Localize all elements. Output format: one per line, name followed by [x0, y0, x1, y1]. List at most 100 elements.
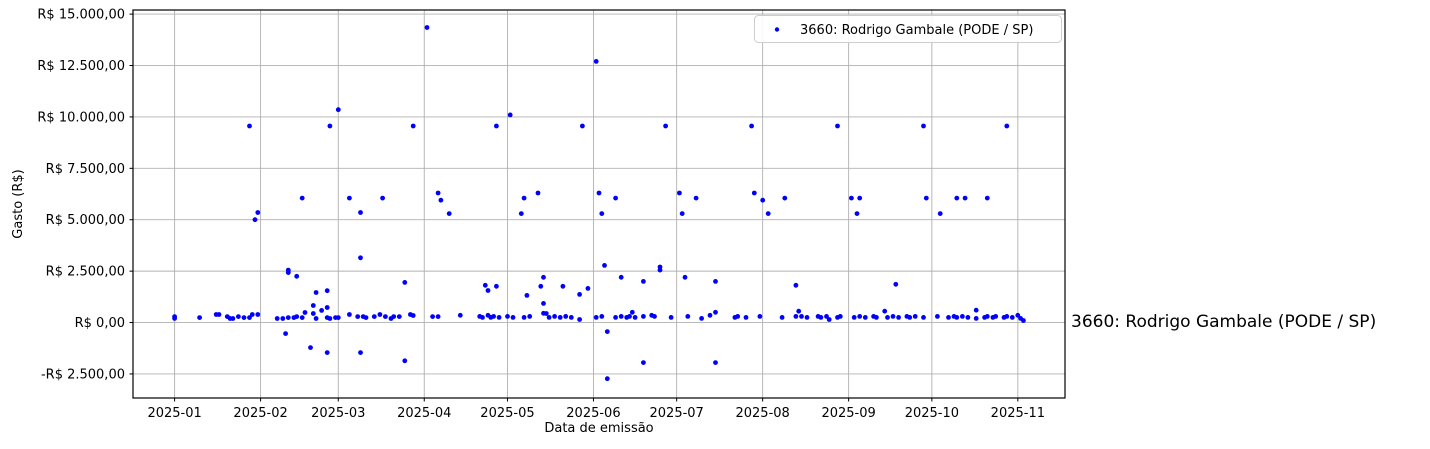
data-point — [973, 316, 979, 321]
x-tick-label: 2025-02 — [233, 406, 287, 421]
data-point — [541, 310, 546, 316]
data-point — [973, 307, 979, 313]
data-point — [890, 314, 896, 319]
data-point — [430, 314, 435, 319]
data-point — [358, 350, 363, 355]
data-point — [685, 314, 691, 319]
data-point — [172, 316, 178, 321]
data-point — [629, 309, 635, 315]
data-point — [857, 195, 863, 201]
data-point — [435, 190, 441, 196]
data-point — [546, 315, 552, 320]
data-point — [494, 283, 499, 289]
data-point — [804, 315, 810, 320]
data-point — [713, 309, 718, 315]
y-tick-label: R$ 0,00 — [75, 316, 125, 331]
y-tick-label: R$ 12.500,00 — [37, 59, 125, 74]
x-tick-label: 2025-10 — [905, 406, 959, 421]
y-axis-label: Gasto (R$) — [11, 169, 26, 238]
y-tick-label: R$ 15.000,00 — [37, 8, 125, 23]
data-point — [299, 195, 305, 201]
data-point — [552, 314, 557, 319]
y-tick-label: R$ 10.000,00 — [37, 110, 125, 125]
data-point — [699, 316, 704, 321]
data-point — [693, 195, 699, 201]
data-point — [383, 314, 388, 319]
data-point — [510, 315, 516, 320]
data-point — [230, 316, 236, 321]
data-point — [377, 312, 383, 317]
data-point — [535, 190, 541, 196]
data-point — [796, 308, 802, 314]
x-tick-label: 2025-06 — [566, 406, 620, 421]
data-point — [596, 190, 602, 196]
data-point — [494, 123, 499, 129]
data-point — [885, 315, 890, 320]
data-point — [402, 358, 408, 364]
x-tick-label: 2025-03 — [311, 406, 365, 421]
data-point — [1004, 123, 1010, 129]
data-point — [965, 315, 971, 320]
data-point — [507, 112, 513, 118]
data-point — [921, 315, 926, 320]
data-point — [438, 197, 444, 203]
data-point — [324, 288, 330, 294]
data-point — [274, 316, 280, 321]
data-point — [563, 314, 569, 319]
data-point — [993, 314, 999, 319]
data-point — [677, 190, 682, 196]
data-point — [580, 123, 585, 129]
data-point — [313, 290, 319, 295]
data-point — [984, 314, 990, 319]
data-point — [410, 123, 416, 129]
data-point — [593, 59, 599, 64]
x-tick-label: 2025-11 — [991, 406, 1045, 421]
data-point — [782, 195, 788, 201]
data-point — [216, 312, 222, 317]
data-point — [310, 311, 316, 316]
data-point — [310, 303, 316, 308]
data-point — [402, 280, 408, 285]
data-point — [641, 279, 646, 284]
data-point — [937, 211, 943, 217]
data-point — [480, 315, 485, 320]
legend-marker-dot — [774, 27, 780, 32]
data-point — [435, 314, 441, 319]
data-point — [482, 282, 488, 288]
legend-label: 3660: Rodrigo Gambale (PODE / SP) — [800, 23, 1033, 38]
data-point — [618, 314, 624, 319]
data-point — [283, 331, 288, 336]
data-point — [851, 315, 857, 320]
data-point — [294, 273, 300, 279]
data-point — [247, 315, 252, 320]
plot-border — [132, 9, 1066, 399]
data-point — [313, 316, 319, 321]
data-point — [893, 281, 899, 287]
data-point — [849, 195, 854, 201]
data-point — [679, 211, 685, 217]
data-point — [862, 315, 868, 320]
data-point — [779, 315, 785, 320]
data-point — [912, 314, 918, 319]
data-point — [391, 314, 397, 319]
data-point — [327, 316, 333, 321]
data-point — [954, 315, 960, 320]
data-point — [324, 305, 330, 310]
data-point — [707, 312, 713, 318]
data-point — [358, 255, 363, 261]
data-point — [347, 195, 352, 201]
data-point — [347, 312, 352, 317]
legend: 3660: Rodrigo Gambale (PODE / SP) — [754, 15, 1062, 43]
data-point — [599, 314, 605, 319]
data-point — [984, 195, 990, 201]
series-annotation: 3660: Rodrigo Gambale (PODE / SP) — [1071, 312, 1376, 332]
data-point — [799, 314, 804, 319]
data-point — [457, 312, 463, 318]
data-point — [236, 314, 241, 319]
data-point — [854, 211, 860, 217]
data-point — [255, 312, 261, 317]
data-point — [496, 315, 502, 320]
data-point — [446, 211, 452, 217]
data-point — [560, 283, 566, 289]
